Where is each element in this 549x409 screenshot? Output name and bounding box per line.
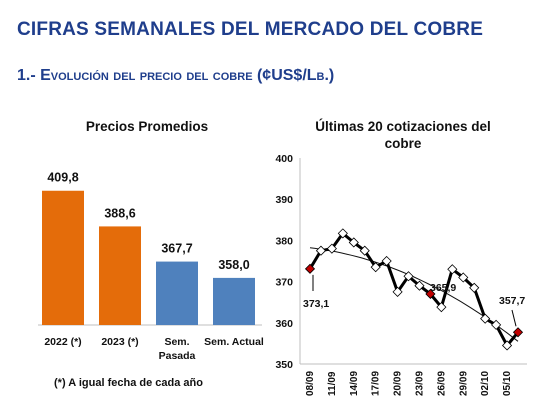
bar-category-label: 2022 (*) bbox=[44, 336, 81, 348]
x-tick-label: 14/09 bbox=[349, 371, 360, 396]
bar-category-label: Sem. bbox=[164, 336, 189, 348]
line-chart-title-line-1: Últimas 20 cotizaciones del bbox=[315, 119, 491, 134]
y-tick-label: 380 bbox=[275, 235, 293, 247]
data-point-marker bbox=[425, 288, 436, 300]
bar-2 bbox=[156, 261, 198, 325]
data-point-marker bbox=[436, 302, 447, 313]
x-tick-label: 17/09 bbox=[371, 371, 382, 396]
data-point-marker bbox=[315, 245, 327, 256]
bar-value-label: 388,6 bbox=[104, 206, 135, 220]
x-tick-label: 23/09 bbox=[414, 371, 425, 396]
y-tick-label: 370 bbox=[275, 277, 293, 289]
data-point-marker bbox=[392, 286, 403, 297]
y-tick-label: 360 bbox=[275, 318, 293, 330]
bar-value-label: 409,8 bbox=[47, 171, 78, 185]
x-tick-label: 11/09 bbox=[327, 371, 338, 396]
data-point-marker bbox=[381, 255, 392, 267]
annotation-label: 357,7 bbox=[499, 295, 525, 307]
data-point-marker bbox=[458, 272, 469, 283]
x-tick-label: 26/09 bbox=[436, 371, 447, 396]
data-point-marker bbox=[304, 263, 316, 274]
bar-1 bbox=[99, 226, 141, 325]
footnote: (*) A igual fecha de cada año bbox=[54, 377, 203, 389]
data-point-marker bbox=[337, 228, 348, 239]
data-point-marker bbox=[326, 243, 337, 254]
section-subtitle: 1.- Evolución del precio del cobre (¢US$… bbox=[17, 67, 335, 84]
bar-value-label: 367,7 bbox=[161, 242, 192, 256]
trend-line bbox=[309, 247, 519, 342]
data-point-marker bbox=[348, 237, 359, 248]
data-point-marker bbox=[512, 327, 524, 338]
x-tick-label: 29/09 bbox=[458, 371, 469, 396]
x-tick-label: 02/10 bbox=[480, 371, 491, 396]
bar-3 bbox=[213, 277, 255, 325]
x-tick-label: 05/10 bbox=[502, 371, 513, 396]
data-point-marker bbox=[491, 319, 502, 330]
annotation-leader bbox=[511, 309, 517, 327]
data-point-marker bbox=[403, 271, 414, 282]
bar-0 bbox=[42, 190, 84, 325]
data-point-marker bbox=[501, 340, 513, 351]
annotation-label: 373,1 bbox=[303, 298, 329, 310]
bar-category-label: Sem. Actual bbox=[204, 336, 264, 348]
data-point-marker bbox=[414, 280, 425, 291]
bar-chart-title: Precios Promedios bbox=[85, 119, 209, 134]
bar-chart: 409,8 2022 (*) 388,6 2023 (*) 367,7 Sem. Pasad… bbox=[38, 171, 264, 362]
page-title: CIFRAS SEMANALES DEL MERCADO DEL COBRE bbox=[17, 19, 484, 40]
y-tick-label: 350 bbox=[275, 359, 293, 371]
bar-value-label: 358,0 bbox=[218, 258, 249, 272]
data-point-marker bbox=[359, 245, 370, 256]
x-tick-label: 08/09 bbox=[305, 371, 316, 396]
y-tick-label: 400 bbox=[275, 153, 293, 165]
data-point-marker bbox=[480, 313, 491, 324]
data-point-marker bbox=[370, 262, 381, 273]
bar-category-label: 2023 (*) bbox=[101, 336, 138, 348]
line-chart-title-line-2: cobre bbox=[384, 136, 422, 151]
bar-category-label: Pasada bbox=[159, 350, 196, 362]
x-tick-label: 20/09 bbox=[393, 371, 404, 396]
y-tick-label: 390 bbox=[275, 194, 293, 206]
annotation-label: 365,9 bbox=[430, 282, 456, 294]
data-point-marker bbox=[447, 264, 458, 275]
price-series-line bbox=[308, 231, 520, 347]
data-point-marker bbox=[469, 282, 480, 293]
